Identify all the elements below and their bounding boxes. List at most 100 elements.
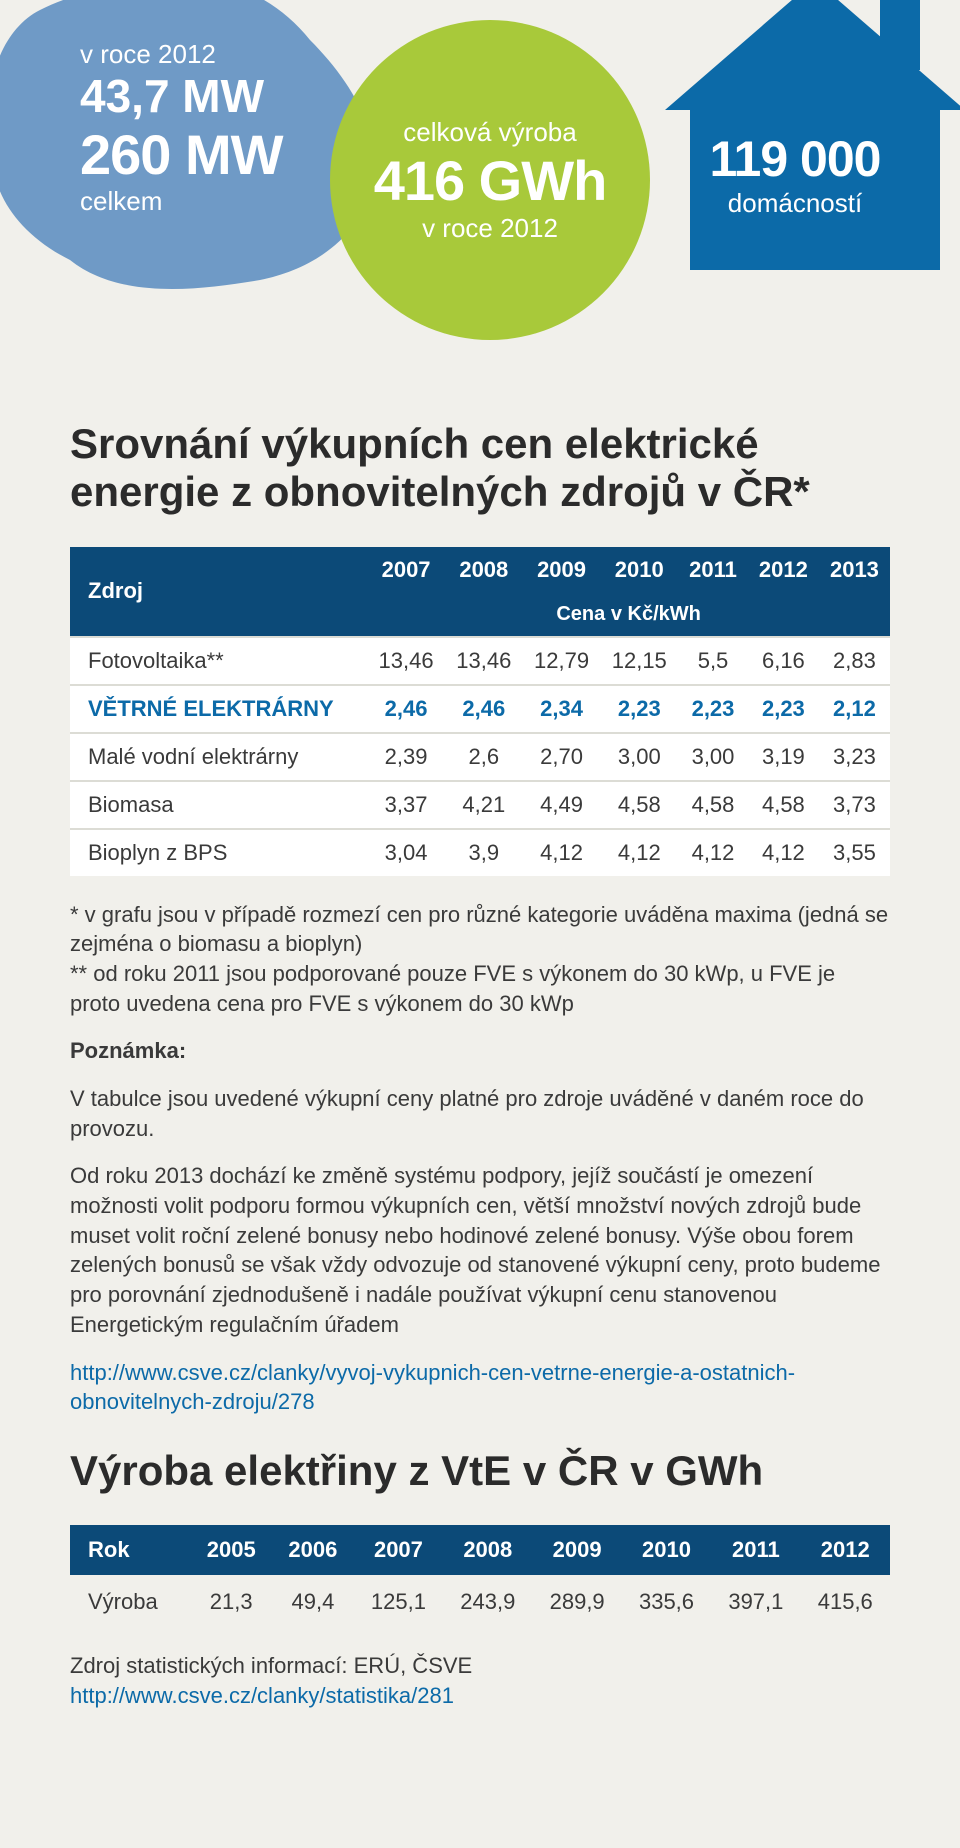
table-row: VĚTRNÉ ELEKTRÁRNY2,462,462,342,232,232,2… [70, 685, 890, 733]
price-value: 2,6 [445, 733, 523, 781]
circle-line2: 416 GWh [330, 148, 650, 213]
col-header-year: 2005 [190, 1525, 272, 1575]
col-header-year: 2009 [523, 547, 601, 593]
price-value: 4,21 [445, 781, 523, 829]
production-value: 125,1 [354, 1575, 443, 1629]
footnote-1: * v grafu jsou v případě rozmezí cen pro… [70, 902, 888, 957]
production-value: 289,9 [532, 1575, 621, 1629]
col-header-year: 2012 [801, 1525, 890, 1575]
row-label: Biomasa [70, 781, 367, 829]
price-value: 5,5 [678, 637, 748, 685]
price-value: 12,79 [523, 637, 601, 685]
col-header-year: 2011 [678, 547, 748, 593]
production-title: Výroba elektřiny z VtE v ČR v GWh [70, 1447, 890, 1495]
table-row: Malé vodní elektrárny2,392,62,703,003,00… [70, 733, 890, 781]
house-stats: 119 000 domácností [670, 130, 920, 219]
price-value: 3,73 [819, 781, 890, 829]
row-label: VĚTRNÉ ELEKTRÁRNY [70, 685, 367, 733]
price-value: 2,39 [367, 733, 445, 781]
production-value: 21,3 [190, 1575, 272, 1629]
map-line3: 260 MW [80, 123, 283, 187]
col-header-rok: Rok [70, 1525, 190, 1575]
source-text: Zdroj statistických informací: ERÚ, ČSVE [70, 1653, 472, 1678]
price-value: 2,83 [819, 637, 890, 685]
source-link-2[interactable]: http://www.csve.cz/clanky/statistika/281 [70, 1683, 454, 1708]
price-value: 3,19 [748, 733, 819, 781]
price-value: 2,70 [523, 733, 601, 781]
col-header-year: 2009 [532, 1525, 621, 1575]
production-value: 243,9 [443, 1575, 532, 1629]
col-header-year: 2008 [443, 1525, 532, 1575]
price-value: 4,12 [600, 829, 678, 876]
col-header-year: 2007 [354, 1525, 443, 1575]
price-value: 3,23 [819, 733, 890, 781]
map-line1: v roce 2012 [80, 40, 283, 70]
production-table: Rok 2005 2006 2007 2008 2009 2010 2011 2… [70, 1525, 890, 1629]
col-header-year: 2007 [367, 547, 445, 593]
footnote-2: ** od roku 2011 jsou podporované pouze F… [70, 961, 835, 1016]
row-label: Bioplyn z BPS [70, 829, 367, 876]
house-line2: domácností [670, 188, 920, 219]
price-value: 2,46 [445, 685, 523, 733]
map-stats: v roce 2012 43,7 MW 260 MW celkem [80, 40, 283, 217]
col-header-year: 2010 [600, 547, 678, 593]
price-value: 3,04 [367, 829, 445, 876]
house-line1: 119 000 [670, 130, 920, 188]
price-value: 4,58 [678, 781, 748, 829]
source-block: Zdroj statistických informací: ERÚ, ČSVE… [70, 1651, 890, 1710]
price-value: 3,37 [367, 781, 445, 829]
subheader-unit: Cena v Kč/kWh [367, 593, 890, 637]
production-value: 49,4 [272, 1575, 354, 1629]
production-circle: celková výroba 416 GWh v roce 2012 [330, 20, 650, 340]
table-row: Bioplyn z BPS3,043,94,124,124,124,123,55 [70, 829, 890, 876]
price-value: 4,12 [678, 829, 748, 876]
comparison-title: Srovnání výkupních cen elektrické energi… [70, 420, 890, 517]
note-paragraph-2: Od roku 2013 dochází ke změně systému po… [70, 1161, 890, 1339]
map-line4: celkem [80, 187, 283, 217]
price-comparison-table: Zdroj 2007 2008 2009 2010 2011 2012 2013… [70, 547, 890, 876]
row-label-vyroba: Výroba [70, 1575, 190, 1629]
circle-line3: v roce 2012 [330, 213, 650, 244]
price-value: 12,15 [600, 637, 678, 685]
price-value: 3,9 [445, 829, 523, 876]
price-value: 4,49 [523, 781, 601, 829]
note-paragraph-1: V tabulce jsou uvedené výkupní ceny plat… [70, 1084, 890, 1143]
map-line2: 43,7 MW [80, 70, 283, 123]
col-header-year: 2008 [445, 547, 523, 593]
col-header-year: 2006 [272, 1525, 354, 1575]
source-link-1[interactable]: http://www.csve.cz/clanky/vyvoj-vykupnic… [70, 1360, 795, 1415]
price-value: 13,46 [367, 637, 445, 685]
col-header-year: 2010 [622, 1525, 711, 1575]
price-value: 4,58 [600, 781, 678, 829]
row-label: Malé vodní elektrárny [70, 733, 367, 781]
chimney-shape [880, 0, 920, 70]
circle-line1: celková výroba [330, 117, 650, 148]
row-label: Fotovoltaika** [70, 637, 367, 685]
table-row: Fotovoltaika**13,4613,4612,7912,155,56,1… [70, 637, 890, 685]
price-value: 4,12 [523, 829, 601, 876]
table-row: Biomasa3,374,214,494,584,584,583,73 [70, 781, 890, 829]
price-value: 13,46 [445, 637, 523, 685]
price-value: 2,12 [819, 685, 890, 733]
notes-block: * v grafu jsou v případě rozmezí cen pro… [70, 900, 890, 1417]
col-header-year: 2011 [711, 1525, 800, 1575]
price-value: 3,00 [678, 733, 748, 781]
hero-banner: v roce 2012 43,7 MW 260 MW celkem celkov… [0, 0, 960, 360]
col-header-source: Zdroj [70, 547, 367, 637]
price-value: 2,23 [678, 685, 748, 733]
price-value: 2,34 [523, 685, 601, 733]
production-value: 397,1 [711, 1575, 800, 1629]
price-value: 2,23 [748, 685, 819, 733]
price-value: 4,58 [748, 781, 819, 829]
col-header-year: 2012 [748, 547, 819, 593]
price-value: 2,46 [367, 685, 445, 733]
price-value: 6,16 [748, 637, 819, 685]
price-value: 3,55 [819, 829, 890, 876]
note-label: Poznámka: [70, 1038, 186, 1063]
col-header-year: 2013 [819, 547, 890, 593]
price-value: 3,00 [600, 733, 678, 781]
price-value: 4,12 [748, 829, 819, 876]
production-value: 415,6 [801, 1575, 890, 1629]
production-value: 335,6 [622, 1575, 711, 1629]
price-value: 2,23 [600, 685, 678, 733]
